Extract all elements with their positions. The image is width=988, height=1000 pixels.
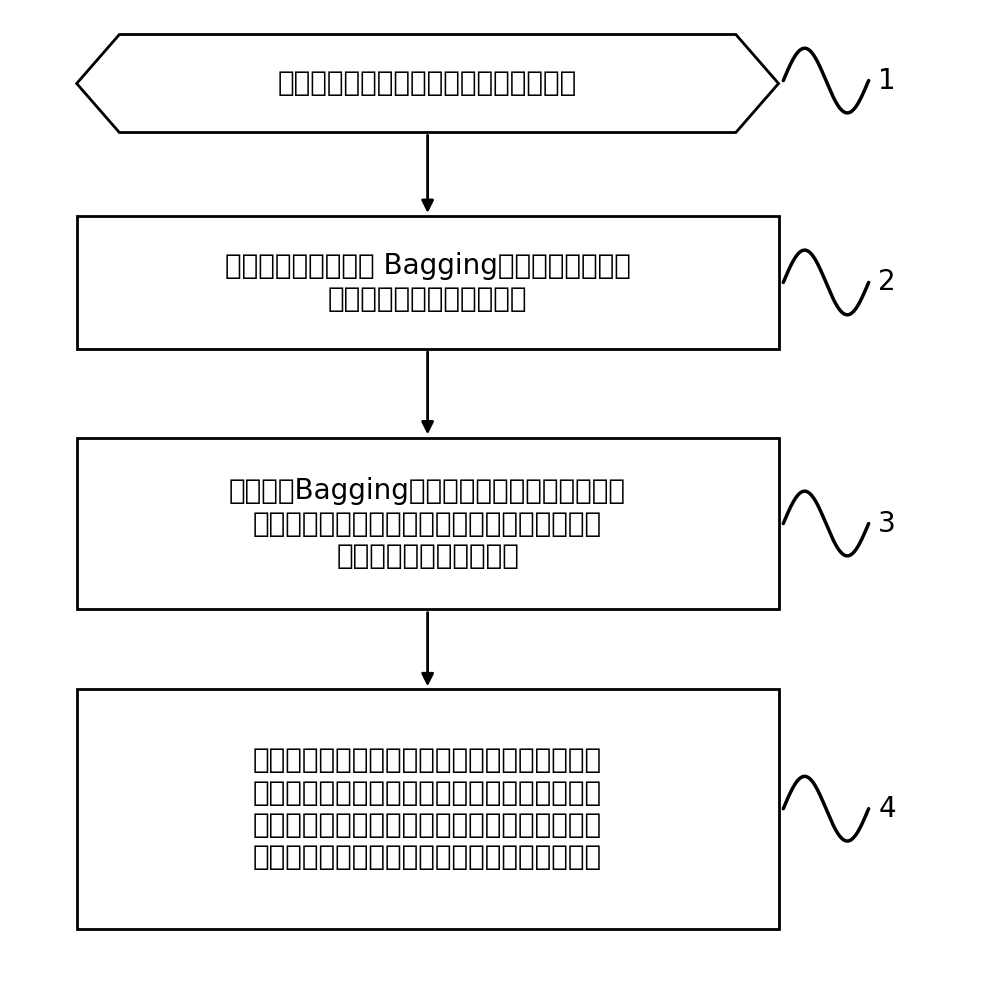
Text: 3: 3	[878, 510, 896, 538]
FancyBboxPatch shape	[77, 689, 779, 929]
FancyBboxPatch shape	[77, 216, 779, 349]
Text: 数据采集及数据预处理，得到初始数据集: 数据采集及数据预处理，得到初始数据集	[278, 70, 577, 98]
FancyBboxPatch shape	[77, 438, 779, 609]
Text: 循环调用Bagging算法的弱学习机（球向量机）
，完成样本集的训练，从而得到一个弱学习机序
列，该序列即为强学习机: 循环调用Bagging算法的弱学习机（球向量机） ，完成样本集的训练，从而得到一…	[229, 477, 626, 570]
Text: 将强学习机作为故障诊断模型，并将当前待故障
诊断的数据样本输入到强学习机，强学习机利用
其中各个弱学习机做初步故障诊断，进而以投票
的方式判定当前待故障诊断数据: 将强学习机作为故障诊断模型，并将当前待故障 诊断的数据样本输入到强学习机，强学习…	[253, 746, 602, 871]
Polygon shape	[77, 34, 779, 132]
Text: 4: 4	[878, 795, 896, 823]
Text: 1: 1	[878, 67, 896, 95]
Text: 将初始数据集构造成 Bagging算法的弱学习算法
（球向量机）可读的样本集: 将初始数据集构造成 Bagging算法的弱学习算法 （球向量机）可读的样本集	[224, 252, 630, 313]
Text: 2: 2	[878, 268, 896, 296]
